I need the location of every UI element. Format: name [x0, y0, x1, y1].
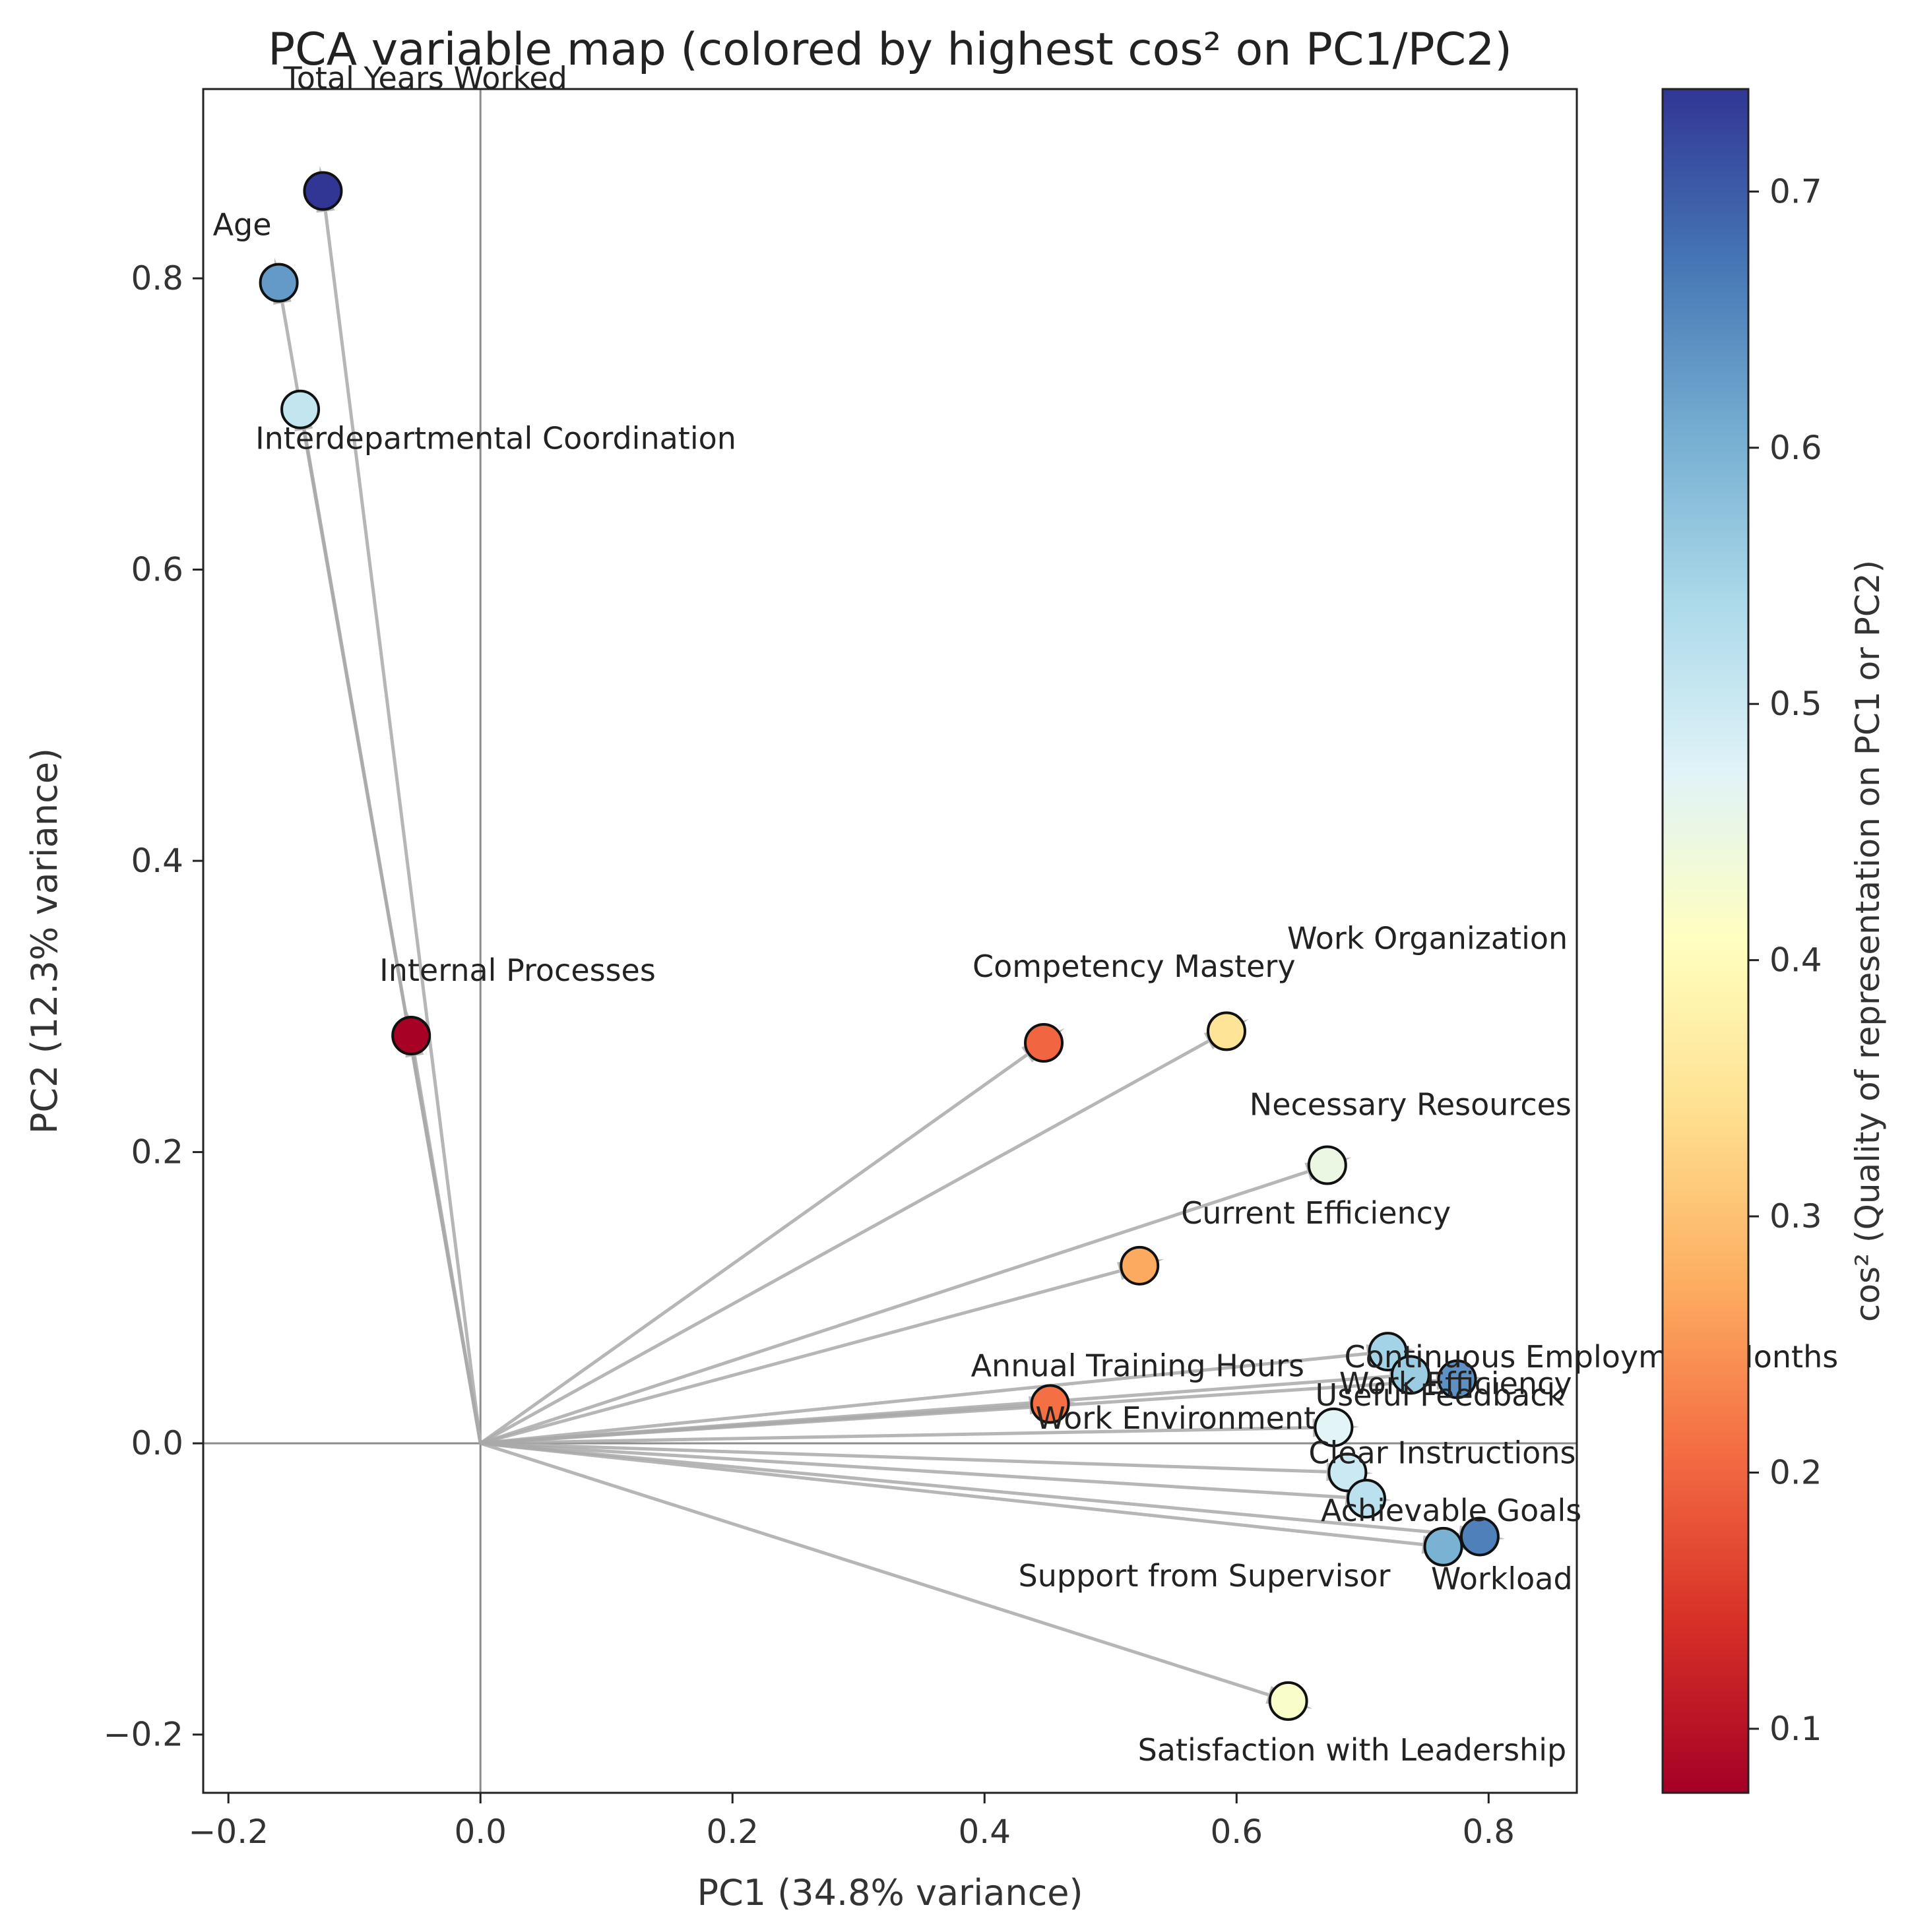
y-tick-label: 0.8 — [131, 259, 183, 297]
loading-arrow-shaft — [480, 1441, 1269, 1697]
colorbar-tick-label: 0.4 — [1769, 941, 1822, 980]
variable-point — [1423, 1526, 1463, 1567]
variable-point — [1120, 1245, 1160, 1286]
loading-arrow-shaft — [480, 1441, 1459, 1537]
colorbar-tick-label: 0.7 — [1769, 172, 1822, 210]
colorbar-tick-label: 0.6 — [1769, 429, 1822, 467]
variable-point — [1437, 1359, 1477, 1400]
variable-point — [1314, 1407, 1354, 1447]
plot-area: Total Years Worked Age Interdepartmental C… — [104, 61, 1839, 1851]
variable-label: Work Environment — [1035, 1400, 1316, 1436]
variable-point — [1347, 1479, 1387, 1519]
variable-label: Annual Training Hours — [971, 1348, 1304, 1384]
variable-label: Clear Instructions — [1308, 1435, 1576, 1470]
variable-label: Interdepartmental Coordination — [255, 421, 736, 456]
y-tick-label: 0.6 — [131, 551, 183, 589]
x-tick-label: −0.2 — [188, 1813, 268, 1851]
variable-label: Necessary Resources — [1250, 1086, 1572, 1122]
variable-point — [1024, 1023, 1064, 1063]
x-tick-label: 0.6 — [1211, 1813, 1263, 1851]
variable-label: Total Years Worked — [282, 61, 567, 96]
variable-point — [1307, 1145, 1347, 1185]
variable-label: Achievable Goals — [1321, 1493, 1581, 1528]
x-tick-label: 0.2 — [706, 1813, 759, 1851]
loading-arrow-shaft — [480, 1169, 1308, 1445]
loading-arrow-shaft — [412, 1055, 482, 1444]
x-tick-label: 0.4 — [958, 1813, 1011, 1851]
variable-point — [391, 1016, 431, 1055]
y-tick-label: 0.0 — [131, 1424, 183, 1462]
variable-point — [1459, 1516, 1500, 1557]
loading-arrow-shaft — [480, 1404, 1030, 1445]
y-tick-label: 0.4 — [131, 842, 183, 880]
variable-label: Continuous Employment Months — [1344, 1339, 1838, 1375]
variable-label: Work Efficiency — [1339, 1365, 1572, 1401]
variable-label: Useful Feedback — [1316, 1377, 1565, 1413]
colorbar-gradient — [1661, 88, 1750, 1794]
variable-point — [1390, 1355, 1430, 1395]
chart-title: PCA variable map (colored by highest cos… — [268, 24, 1512, 76]
variable-point — [259, 263, 299, 303]
variable-point — [1268, 1681, 1308, 1721]
colorbar-tick-label: 0.5 — [1769, 685, 1822, 723]
variable-label: Workload — [1431, 1561, 1573, 1596]
variable-label: Age — [213, 207, 272, 243]
plot-frame — [202, 88, 1578, 1794]
loading-arrow-shaft — [480, 1441, 1346, 1499]
x-tick-label: 0.8 — [1463, 1813, 1515, 1851]
loading-arrow-shaft — [480, 1441, 1327, 1474]
loading-arrow-shaft — [479, 1053, 1028, 1445]
colorbar-tick-label: 0.2 — [1769, 1453, 1822, 1491]
loading-arrow-shaft — [480, 1441, 1423, 1547]
y-tick-label: −0.2 — [104, 1716, 183, 1754]
variable-point — [280, 389, 321, 429]
variable-point — [303, 171, 343, 211]
colorbar-tick-label: 0.3 — [1769, 1197, 1822, 1235]
loading-arrow-shaft — [480, 1269, 1120, 1445]
variable-point — [1206, 1011, 1246, 1051]
x-axis-label: PC1 (34.8% variance) — [697, 1872, 1083, 1914]
x-tick-label: 0.0 — [454, 1813, 507, 1851]
colorbar: 0.1 0.2 0.3 0.4 0.5 0.6 0.7 — [1661, 88, 1822, 1794]
loading-arrow-shaft — [480, 1040, 1209, 1445]
colorbar-tick-label: 0.1 — [1769, 1710, 1822, 1748]
variable-point — [1030, 1384, 1070, 1424]
y-axis-label: PC2 (12.3% variance) — [24, 748, 65, 1134]
loading-arrow-shaft — [480, 1352, 1368, 1445]
variable-label: Support from Supervisor — [1019, 1558, 1391, 1594]
variable-label: Satisfaction with Leadership — [1138, 1732, 1567, 1768]
variable-label: Competency Mastery — [972, 949, 1296, 984]
variable-label: Current Efficiency — [1181, 1195, 1451, 1231]
variable-label: Work Organization — [1287, 920, 1568, 956]
loading-arrow-shaft — [480, 1425, 1313, 1445]
variable-label: Internal Processes — [379, 952, 656, 988]
loading-arrow-shaft — [323, 211, 482, 1444]
colorbar-label: cos² (Quality of representation on PC1 o… — [1849, 560, 1887, 1322]
y-tick-label: 0.2 — [131, 1133, 183, 1171]
